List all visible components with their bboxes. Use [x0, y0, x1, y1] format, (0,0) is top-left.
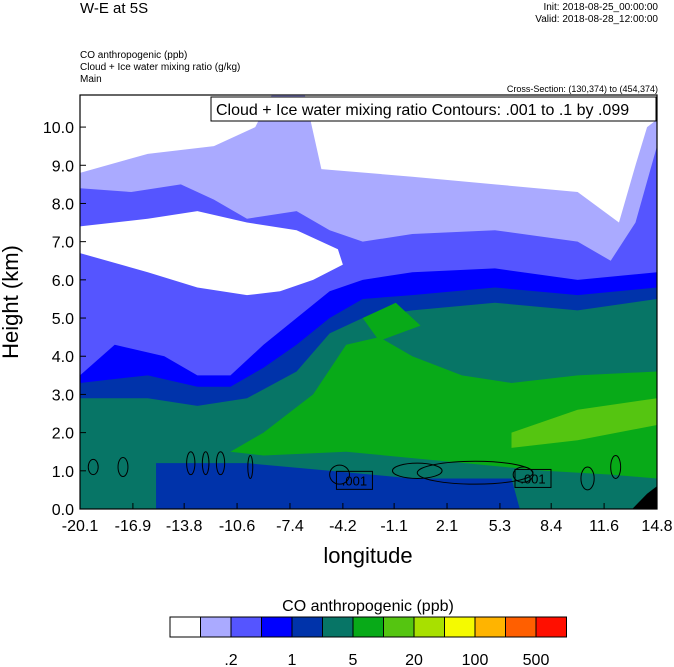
contour-label-box: [335, 470, 373, 490]
x-tick-label: -7.4: [276, 518, 304, 535]
contour-label: .001: [520, 471, 545, 486]
contour-info-box: [210, 96, 657, 122]
x-tick-label: -4.2: [329, 518, 357, 535]
colorbar-box: [505, 616, 537, 638]
x-tick-label: 8.4: [540, 518, 562, 535]
colorbar-label: 1: [288, 652, 297, 667]
y-tick-label: 8.0: [52, 196, 74, 213]
colorbar-box: [261, 616, 293, 638]
field-label-co: CO anthropogenic (ppb): [80, 50, 188, 61]
plot-area: .001 .001: [80, 95, 657, 509]
contour-label-box: [514, 468, 552, 488]
contour-label: .001: [342, 473, 367, 488]
colorbar-label: 20: [405, 652, 423, 667]
colorbar-label: 5: [349, 652, 358, 667]
y-tick-label: 4.0: [52, 349, 74, 366]
colorbar-title: CO anthropogenic (ppb): [282, 598, 454, 615]
y-tick-label: 10.0: [43, 120, 74, 137]
x-tick-label: -10.6: [219, 518, 256, 535]
colorbar-box: [413, 616, 445, 638]
co-region-9: [156, 463, 520, 509]
colorbar-box: [230, 616, 262, 638]
x-tick-label: -1.1: [380, 518, 408, 535]
x-axis-label: longitude: [323, 543, 412, 568]
x-tick-label: 2.1: [436, 518, 458, 535]
y-axis-label: Height (km): [0, 245, 23, 359]
field-label-main: Main: [80, 74, 102, 85]
cross-section-label: Cross-Section: (130,374) to (454,374): [506, 84, 658, 94]
cloud-contour: [580, 466, 595, 491]
cloud-contour: [512, 466, 534, 483]
co-region-7: [362, 302, 421, 341]
co-region-2: [80, 211, 343, 296]
colorbar-box: [200, 616, 232, 638]
y-tick-label: 5.0: [52, 311, 74, 328]
init-time: Init: 2018-08-25_00:00:00: [543, 2, 658, 13]
colorbar-box: [474, 616, 506, 638]
cloud-contour: [215, 451, 226, 476]
colorbar-box: [444, 616, 476, 638]
x-tick-label: 14.8: [641, 518, 672, 535]
y-tick-label: 9.0: [52, 158, 74, 175]
x-tick-label: -20.1: [62, 518, 99, 535]
valid-time: Valid: 2018-08-28_12:00:00: [535, 14, 658, 25]
cloud-contour: [391, 462, 443, 479]
y-tick-label: 6.0: [52, 273, 74, 290]
x-tick-label: 5.3: [489, 518, 511, 535]
co-region-8: [511, 398, 657, 448]
colorbar-box: [535, 616, 567, 638]
colorbar-box: [352, 616, 384, 638]
y-tick-label: 7.0: [52, 235, 74, 252]
colorbar-box: [291, 616, 323, 638]
cloud-contour: [186, 451, 196, 476]
contour-info: Cloud + Ice water mixing ratio Contours:…: [216, 102, 629, 119]
cloud-contour: [247, 455, 254, 479]
colorbar-box: [383, 616, 415, 638]
x-tick-label: -16.9: [115, 518, 152, 535]
cloud-contour: [117, 456, 129, 478]
y-tick-label: 0.0: [52, 502, 74, 519]
cloud-contour: [329, 464, 350, 485]
x-tick-label: -13.8: [166, 518, 203, 535]
co-region-10: [632, 486, 657, 509]
x-tick-label: 11.6: [589, 518, 619, 535]
field-label-cloud: Cloud + Ice water mixing ratio (g/kg): [80, 62, 241, 73]
cloud-contour: [201, 451, 210, 476]
colorbar-label: 500: [523, 652, 550, 667]
plot-frame: [79, 94, 658, 510]
colorbar-label: 100: [462, 652, 489, 667]
plot-title: W-E at 5S: [80, 0, 149, 17]
cloud-contour: [87, 458, 99, 476]
colorbar-box: [322, 616, 354, 638]
colorbar-label: .2: [224, 652, 237, 667]
colorbar-box: [169, 616, 201, 638]
y-tick-label: 3.0: [52, 387, 74, 404]
cloud-contour: [610, 455, 622, 479]
y-tick-label: 1.0: [52, 464, 74, 481]
y-tick-label: 2.0: [52, 426, 74, 443]
